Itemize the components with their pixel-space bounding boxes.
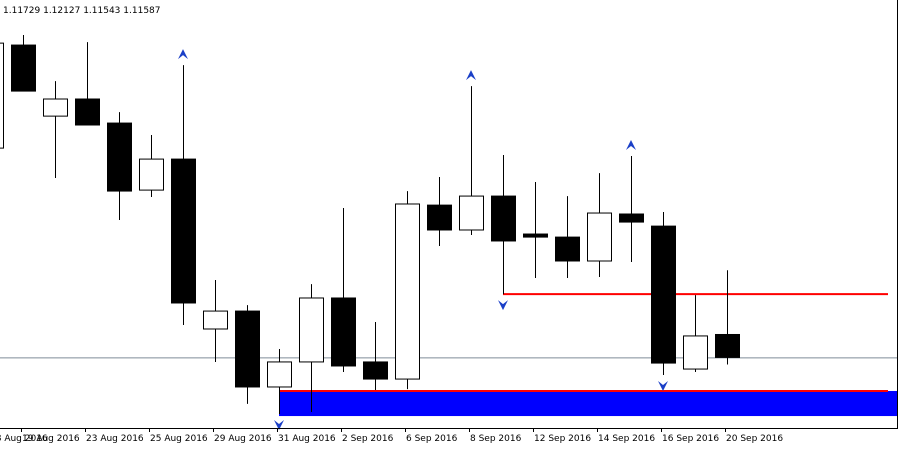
candle-body [139, 158, 164, 191]
candle-body [75, 98, 100, 126]
x-tick-label: 29 Aug 2016 [214, 434, 272, 444]
candle-body [587, 212, 612, 262]
x-tick-label: 18 Aug 2016 [0, 434, 48, 444]
x-tick-label: 31 Aug 2016 [278, 434, 336, 444]
candle-body [235, 310, 260, 388]
candle-body [523, 233, 548, 238]
header-open: 1.11729 [3, 6, 40, 16]
ohlc-header: 1.11729 1.12127 1.11543 1.11587 [3, 6, 161, 16]
fractal-down-arrow [274, 419, 284, 430]
x-tick-label: 20 Sep 2016 [726, 434, 783, 444]
candle-body [203, 310, 228, 330]
header-close: 1.11587 [123, 6, 160, 16]
x-tick-label: 8 Sep 2016 [470, 434, 522, 444]
x-tick-label: 2 Sep 2016 [342, 434, 394, 444]
candle-body [331, 297, 356, 367]
header-low: 1.11543 [83, 6, 120, 16]
x-tick-label: 23 Aug 2016 [86, 434, 144, 444]
fractal-up-arrow [626, 140, 636, 151]
candle-body [395, 203, 420, 380]
candle-body [43, 98, 68, 117]
x-tick-label: 14 Sep 2016 [598, 434, 655, 444]
candle-body [267, 361, 292, 388]
candle-body [299, 297, 324, 363]
candle-body [555, 236, 580, 262]
candle-body [491, 195, 516, 242]
x-tick-label: 16 Sep 2016 [662, 434, 719, 444]
x-tick-label: 6 Sep 2016 [406, 434, 458, 444]
fractal-down-arrow [498, 300, 508, 311]
header-high: 1.12127 [43, 6, 80, 16]
candle-body [427, 204, 452, 231]
candle-body [363, 361, 388, 380]
fractal-up-arrow [466, 70, 476, 81]
candle-body [459, 195, 484, 231]
plot-area [0, 35, 898, 430]
x-tick-label: 19 Aug 2016 [22, 434, 80, 444]
candle-body [715, 333, 740, 358]
zone-rectangle [279, 391, 898, 417]
x-tick-label: 25 Aug 2016 [150, 434, 208, 444]
candle-body [651, 225, 676, 364]
candle-body [0, 42, 4, 149]
candle-body [683, 335, 708, 370]
candle-body [11, 44, 36, 92]
fractal-up-arrow [178, 49, 188, 60]
x-tick-label: 12 Sep 2016 [534, 434, 591, 444]
fractal-down-arrow [658, 381, 668, 392]
candle-body [171, 158, 196, 304]
candle-body [619, 213, 644, 223]
candle-body [107, 122, 132, 192]
